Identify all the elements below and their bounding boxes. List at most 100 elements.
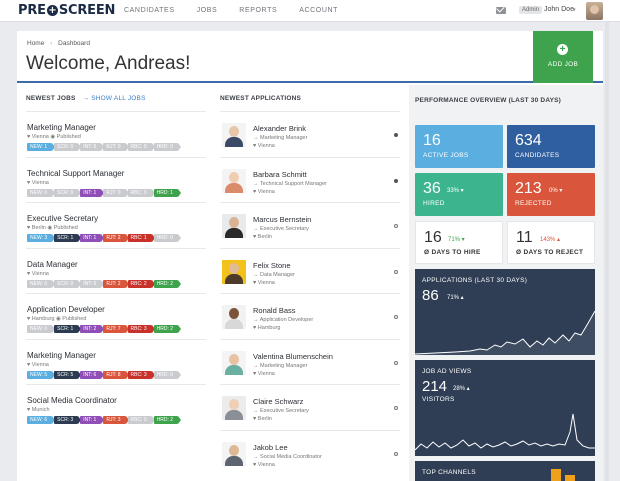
status-badge[interactable]: RBC: 2 — [127, 279, 155, 288]
status-badge[interactable]: SCR: 0 — [54, 143, 82, 151]
applications-chart-tile[interactable]: APPLICATIONS (LAST 30 DAYS) 86 71% ▴ — [415, 269, 595, 355]
status-badge[interactable]: INT: 1 — [80, 416, 105, 424]
read-status-icon[interactable] — [394, 406, 398, 410]
status-badge[interactable]: INT: 2 — [80, 325, 105, 333]
status-badge[interactable]: RJT: 0 — [103, 188, 129, 197]
application-row[interactable]: Claire Schwarz → Executive Secretary ♥ B… — [220, 384, 400, 430]
status-badge[interactable]: INT: 0 — [80, 143, 105, 151]
status-badge[interactable]: RJT: 2 — [103, 279, 129, 288]
active-jobs-tile[interactable]: 16 ACTIVE JOBS — [415, 125, 503, 168]
status-badge[interactable]: RBC: 0 — [127, 143, 155, 151]
status-badge[interactable]: SCR: 1 — [54, 325, 82, 333]
status-badge[interactable]: RBC: 0 — [127, 188, 155, 197]
status-badge[interactable]: RBC: 3 — [127, 370, 155, 379]
status-badge[interactable]: NEW: 5 — [27, 370, 56, 379]
status-badge[interactable]: HRD: 2 — [153, 325, 182, 333]
application-row[interactable]: Marcus Bernstein → Executive Secretary ♥… — [220, 202, 400, 248]
scrollbar[interactable] — [605, 22, 609, 481]
read-status-icon[interactable] — [394, 178, 398, 183]
rejected-tile[interactable]: 213 0% ▾ REJECTED — [507, 173, 595, 216]
applicant-name[interactable]: Barbara Schmitt — [253, 169, 307, 179]
mail-icon[interactable] — [496, 7, 506, 14]
status-badge[interactable]: INT: 1 — [80, 234, 105, 242]
nav-reports[interactable]: REPORTS — [239, 7, 278, 14]
status-badge[interactable]: INT: 0 — [80, 279, 105, 288]
status-badge[interactable]: SCR: 5 — [54, 370, 82, 379]
job-title[interactable]: Technical Support Manager — [27, 168, 125, 178]
applicant-name[interactable]: Felix Stone — [253, 260, 291, 270]
status-badge[interactable]: RBC: 1 — [127, 234, 155, 242]
applicant-name[interactable]: Marcus Bernstein — [253, 215, 312, 224]
application-row[interactable]: Ronald Bass → Application Developer ♥ Ha… — [220, 293, 400, 339]
nav-candidates[interactable]: CANDIDATES — [124, 7, 175, 14]
status-badge[interactable]: HRD: 2 — [153, 279, 182, 288]
show-all-jobs-link[interactable]: → SHOW ALL JOBS — [82, 95, 146, 102]
status-badge[interactable]: HRD: 0 — [153, 234, 182, 242]
status-badge[interactable]: INT: 1 — [80, 188, 105, 197]
status-badge[interactable]: RBC: 3 — [127, 325, 155, 333]
candidates-tile[interactable]: 634 CANDIDATES — [507, 125, 595, 168]
chevron-down-icon[interactable]: ▾ — [573, 7, 576, 13]
status-badge[interactable]: RBC: 0 — [127, 416, 155, 424]
days-to-reject-tile[interactable]: 11 143% ▴ Ø DAYS TO REJECT — [507, 221, 595, 264]
status-badge[interactable]: NEW: 0 — [27, 279, 56, 288]
logo[interactable]: PRE + SCREEN — [18, 3, 115, 18]
job-title[interactable]: Social Media Coordinator — [27, 396, 117, 405]
applicant-name[interactable]: Valentina Blumenschein — [253, 351, 333, 361]
status-badge[interactable]: RJT: 2 — [103, 234, 129, 242]
status-badge[interactable]: HRD: 0 — [153, 143, 182, 151]
job-row[interactable]: Application Developer ♥ Hamburg ◉ Publis… — [26, 293, 206, 339]
application-row[interactable]: Felix Stone → Data Manager ♥ Vienna — [220, 247, 400, 294]
status-badge[interactable]: NEW: 0 — [27, 325, 56, 333]
read-status-icon[interactable] — [394, 133, 398, 137]
status-badge[interactable]: HRD: 1 — [153, 188, 182, 197]
status-badge[interactable]: RJT: 3 — [103, 416, 129, 424]
status-badge[interactable]: NEW: 3 — [27, 234, 56, 242]
application-row[interactable]: Alexander Brink → Marketing Manager ♥ Vi… — [220, 111, 400, 157]
application-row[interactable]: Jakob Lee → Social Media Coordinator ♥ V… — [220, 429, 400, 476]
status-badge[interactable]: RJT: 8 — [103, 370, 129, 379]
job-ad-views-tile[interactable]: JOB AD VIEWS 214 28% ▴ VISITORS — [415, 360, 595, 456]
status-badge[interactable]: NEW: 0 — [27, 188, 56, 197]
status-badge[interactable]: HRD: 0 — [153, 370, 182, 379]
status-badge[interactable]: SCR: 3 — [54, 416, 82, 424]
job-row[interactable]: Data Manager ♥ Vienna NEW: 0 SCR: 0 INT: 0… — [26, 247, 206, 294]
add-job-button[interactable]: + ADD JOB — [533, 31, 593, 83]
breadcrumb-home[interactable]: Home — [27, 40, 45, 47]
application-row[interactable]: Valentina Blumenschein → Marketing Manag… — [220, 338, 400, 385]
days-to-hire-tile[interactable]: 16 71% ▾ Ø DAYS TO HIRE — [415, 221, 503, 264]
nav-account[interactable]: ACCOUNT — [299, 7, 339, 14]
user-name[interactable]: John Doe — [544, 6, 574, 13]
applicant-name[interactable]: Jakob Lee — [253, 442, 288, 452]
job-row[interactable]: Marketing Manager ♥ Vienna ◉ Published N… — [26, 111, 206, 157]
job-row[interactable]: Social Media Coordinator ♥ Munich NEW: 6… — [26, 384, 206, 430]
avatar[interactable] — [586, 2, 603, 20]
read-status-icon[interactable] — [394, 224, 398, 228]
job-title[interactable]: Marketing Manager — [27, 123, 96, 132]
status-badge[interactable]: SCR: 0 — [54, 279, 82, 288]
read-status-icon[interactable] — [394, 451, 398, 456]
applicant-name[interactable]: Claire Schwarz — [253, 397, 304, 406]
status-badge[interactable]: SCR: 0 — [54, 188, 82, 197]
application-row[interactable]: Barbara Schmitt → Technical Support Mana… — [220, 156, 400, 203]
top-channels-tile[interactable]: TOP CHANNELS — [415, 461, 595, 481]
status-badge[interactable]: NEW: 1 — [27, 143, 56, 151]
read-status-icon[interactable] — [394, 269, 398, 274]
job-title[interactable]: Application Developer — [27, 305, 105, 314]
applicant-name[interactable]: Ronald Bass — [253, 306, 296, 315]
status-badge[interactable]: HRD: 2 — [153, 416, 182, 424]
status-badge[interactable]: RJT: 7 — [103, 325, 129, 333]
status-badge[interactable]: INT: 6 — [80, 370, 105, 379]
job-row[interactable]: Technical Support Manager ♥ Vienna NEW: … — [26, 156, 206, 203]
status-badge[interactable]: NEW: 6 — [27, 416, 56, 424]
status-badge[interactable]: SCR: 1 — [54, 234, 82, 242]
applicant-name[interactable]: Alexander Brink — [253, 124, 306, 133]
read-status-icon[interactable] — [394, 315, 398, 319]
status-badge[interactable]: RJT: 0 — [103, 143, 129, 151]
hired-tile[interactable]: 36 33% ▾ HIRED — [415, 173, 503, 216]
read-status-icon[interactable] — [394, 360, 398, 365]
nav-jobs[interactable]: JOBS — [196, 7, 218, 14]
job-row[interactable]: Executive Secretary ♥ Berlin ◉ Published… — [26, 202, 206, 248]
job-title[interactable]: Marketing Manager — [27, 350, 96, 360]
